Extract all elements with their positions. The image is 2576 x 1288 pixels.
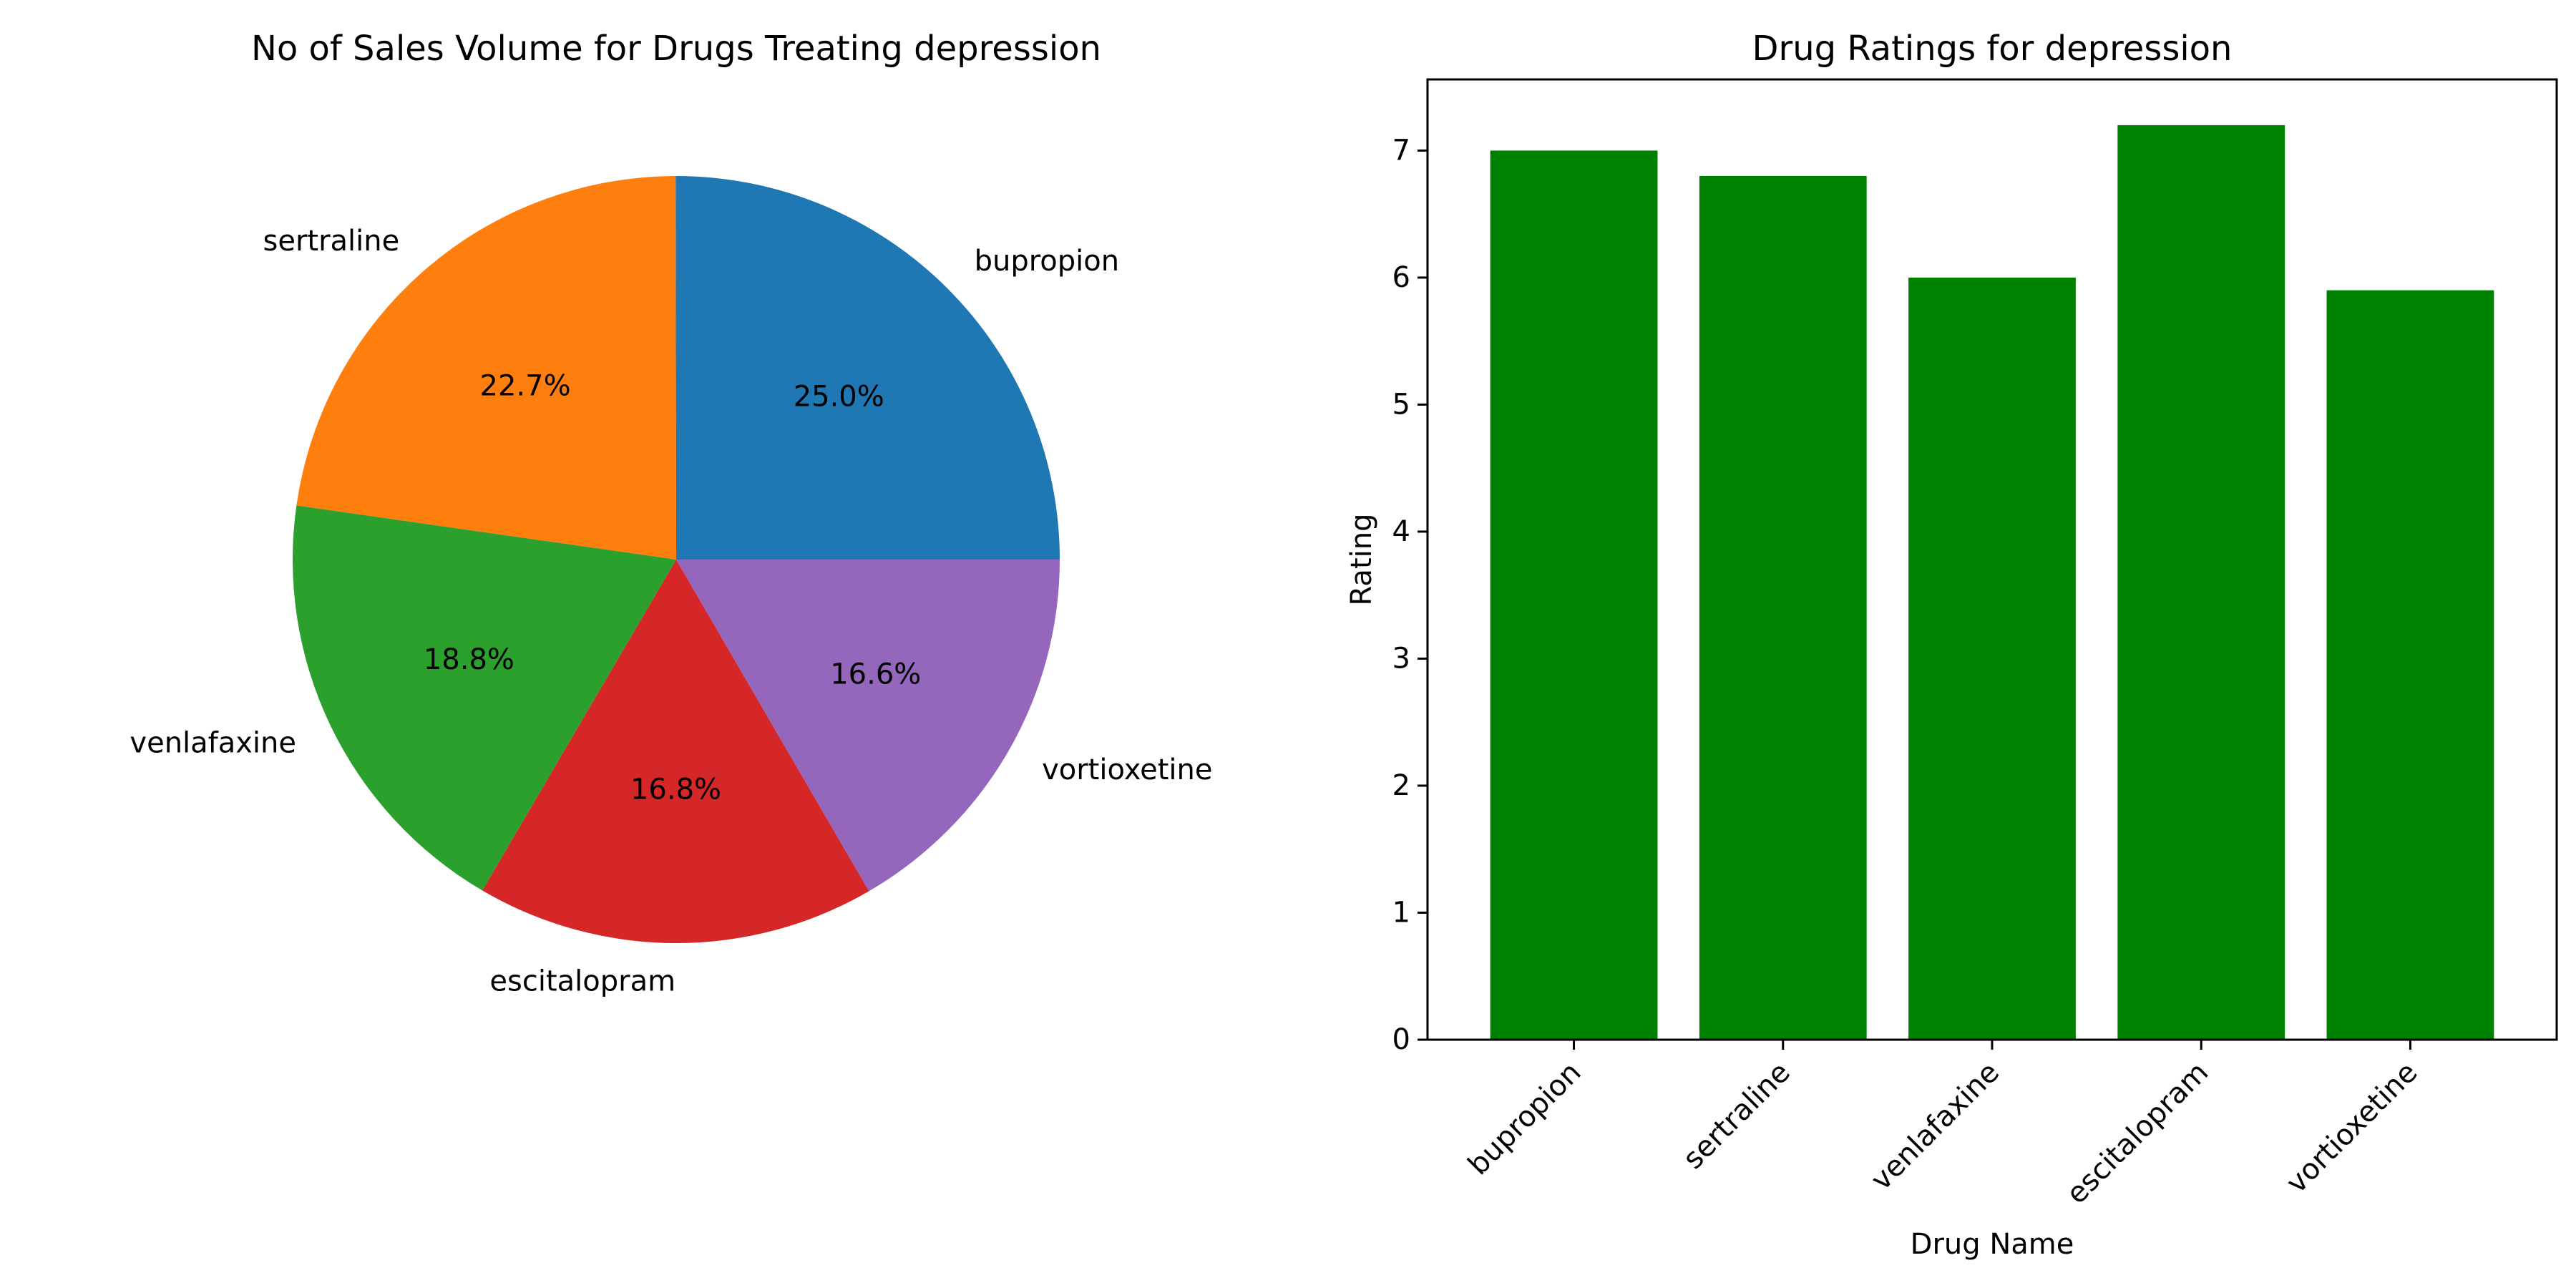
x-tick-label-bupropion: bupropion (1462, 1056, 1588, 1182)
pie-pct-venlafaxine: 18.8% (424, 643, 514, 676)
pie-label-bupropion: bupropion (975, 245, 1120, 278)
pie-label-venlafaxine: venlafaxine (130, 726, 296, 759)
pie-pct-bupropion: 25.0% (794, 380, 884, 413)
pie-label-escitalopram: escitalopram (489, 965, 675, 998)
pie-slices (293, 176, 1060, 943)
pie-chart-title: No of Sales Volume for Drugs Treating de… (251, 29, 1101, 69)
pie-slice-bupropion (675, 176, 1060, 560)
pie-label-sertraline: sertraline (263, 225, 400, 258)
x-tick-label-vortioxetine: vortioxetine (2280, 1056, 2424, 1200)
bar-bupropion (1490, 150, 1658, 1040)
y-tick-label: 6 (1392, 261, 1410, 294)
pie-chart: No of Sales Volume for Drugs Treating de… (130, 29, 1212, 998)
pie-slice-venlafaxine (293, 505, 676, 891)
bar-vortioxetine (2326, 290, 2494, 1040)
pie-slice-vortioxetine (676, 560, 1060, 892)
y-axis-label: Rating (1345, 514, 1378, 606)
pie-pct-sertraline: 22.7% (480, 369, 571, 402)
pie-slice-sertraline (296, 176, 676, 560)
y-tick-label: 2 (1392, 769, 1410, 802)
x-tick-label-escitalopram: escitalopram (2060, 1056, 2215, 1211)
pie-slice-escitalopram (482, 560, 869, 943)
y-tick-label: 1 (1392, 896, 1410, 929)
y-tick-label: 0 (1392, 1023, 1410, 1056)
y-tick-label: 4 (1392, 515, 1410, 548)
x-tick-label-sertraline: sertraline (1677, 1056, 1796, 1176)
bar-chart-title: Drug Ratings for depression (1752, 29, 2233, 69)
pie-pct-escitalopram: 16.8% (630, 774, 721, 806)
pie-label-vortioxetine: vortioxetine (1042, 753, 1212, 786)
y-axis-ticks: 0 1 2 3 4 5 6 7 (1392, 134, 1428, 1056)
pie-labels: bupropion 25.0% sertraline 22.7% venlafaxine… (130, 225, 1212, 998)
bar-chart: Drug Ratings for depression 0 1 2 3 4 5 6 7 bup… (1345, 29, 2558, 1261)
y-tick-label: 5 (1392, 388, 1410, 421)
x-axis-ticks: bupropion sertraline venlafaxine escitalopr… (1462, 1040, 2424, 1211)
bar-escitalopram (2117, 125, 2285, 1040)
y-tick-label: 3 (1392, 642, 1410, 675)
bar-series (1490, 125, 2494, 1040)
pie-pct-vortioxetine: 16.6% (830, 658, 921, 691)
x-tick-label-venlafaxine: venlafaxine (1865, 1056, 2006, 1197)
y-tick-label: 7 (1392, 134, 1410, 167)
bar-venlafaxine (1908, 277, 2076, 1040)
bar-sertraline (1699, 175, 1867, 1040)
x-axis-label: Drug Name (1911, 1228, 2074, 1261)
